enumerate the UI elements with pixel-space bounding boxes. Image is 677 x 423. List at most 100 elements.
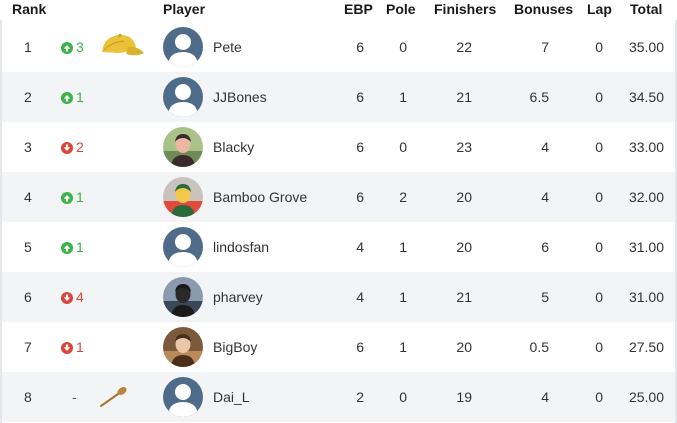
arrow-circle-down-icon [61,139,76,155]
finishers-value: 21 [456,289,472,305]
table-row[interactable]: 1 3 Pete 6 0 22 7 0 35.00 [2,22,675,72]
header-finishers[interactable]: Finishers [434,1,497,17]
pole-value: 0 [399,389,407,405]
rank-change: 1 [61,72,84,122]
header-bonuses[interactable]: Bonuses [514,1,574,17]
rank-change-value: 1 [76,239,84,255]
ebp-value: 6 [356,189,364,205]
total-value: 25.00 [628,389,664,405]
bonuses-value: 6.5 [529,89,549,105]
table-row[interactable]: 8 - Dai_L 2 0 19 4 0 25.00 [2,372,675,422]
finishers-value: 20 [456,239,472,255]
header-total[interactable]: Total [630,1,663,17]
rank-value: 6 [24,289,32,305]
ebp-value: 6 [356,89,364,105]
arrow-circle-up-icon [61,89,76,105]
rank-change-value: 1 [76,89,84,105]
finishers-value: 23 [456,139,472,155]
ebp-value: 6 [356,339,364,355]
rank-value: 4 [24,189,32,205]
arrow-circle-down-icon [61,339,76,355]
table-right-border [675,20,677,423]
rank-change: 3 [61,22,84,72]
rank-value: 7 [24,339,32,355]
player-photo-avatar[interactable] [163,177,203,217]
total-value: 31.00 [628,239,664,255]
player-name[interactable]: Dai_L [213,389,250,405]
bonuses-value: 4 [541,139,549,155]
yellow-cap-icon [98,32,146,65]
lap-value: 0 [595,389,603,405]
pole-value: 2 [399,189,407,205]
bonuses-value: 0.5 [529,339,549,355]
rank-change-value: 2 [76,139,84,155]
bonuses-value: 4 [541,389,549,405]
rank-change-value: 4 [76,289,84,305]
player-name[interactable]: JJBones [213,89,267,105]
total-value: 31.00 [628,289,664,305]
header-rank[interactable]: Rank [12,1,47,17]
table-row[interactable]: 5 1 lindosfan 4 1 20 6 0 31.00 [2,222,675,272]
pole-value: 1 [399,339,407,355]
table-row[interactable]: 4 1 Bamboo Grove 6 2 20 4 0 32.00 [2,172,675,222]
player-name[interactable]: pharvey [213,289,263,305]
table-row[interactable]: 7 1 BigBoy 6 1 20 0.5 0 27.50 [2,322,675,372]
lap-value: 0 [595,189,603,205]
lap-value: 0 [595,339,603,355]
rank-change-value: 3 [76,39,84,55]
default-user-avatar-icon[interactable] [163,377,203,417]
pole-value: 0 [399,139,407,155]
default-user-avatar-icon[interactable] [163,77,203,117]
rank-value: 1 [24,39,32,55]
pole-value: 1 [399,89,407,105]
rank-change: 1 [61,172,84,222]
lap-value: 0 [595,139,603,155]
finishers-value: 22 [456,39,472,55]
bonuses-value: 4 [541,189,549,205]
player-name[interactable]: lindosfan [213,239,270,255]
header-player[interactable]: Player [163,1,206,17]
ebp-value: 2 [356,389,364,405]
finishers-value: 21 [456,89,472,105]
player-name[interactable]: BigBoy [213,339,258,355]
total-value: 27.50 [628,339,664,355]
total-value: 32.00 [628,189,664,205]
bonuses-value: 5 [541,289,549,305]
bonuses-value: 6 [541,239,549,255]
ebp-value: 4 [356,239,364,255]
player-name[interactable]: Bamboo Grove [213,189,308,205]
table-left-border [0,20,2,423]
arrow-circle-up-icon [61,189,76,205]
player-photo-avatar[interactable] [163,127,203,167]
arrow-circle-up-icon [61,39,76,55]
table-row[interactable]: 3 2 Blacky 6 0 23 4 0 33.00 [2,122,675,172]
pole-value: 0 [399,39,407,55]
rank-value: 2 [24,89,32,105]
finishers-value: 19 [456,389,472,405]
table-row[interactable]: 6 4 pharvey 4 1 21 5 0 31.00 [2,272,675,322]
header-pole[interactable]: Pole [386,1,416,17]
arrow-circle-down-icon [61,289,76,305]
rank-value: 5 [24,239,32,255]
header-ebp[interactable]: EBP [344,1,373,17]
table-row[interactable]: 2 1 JJBones 6 1 21 6.5 0 34.50 [2,72,675,122]
default-user-avatar-icon[interactable] [163,227,203,267]
player-photo-avatar[interactable] [163,277,203,317]
finishers-value: 20 [456,189,472,205]
header-lap[interactable]: Lap [587,1,612,17]
rank-change: 1 [61,222,84,272]
arrow-circle-up-icon [61,239,76,255]
ebp-value: 6 [356,39,364,55]
rank-change: - [72,372,77,422]
bonuses-value: 7 [541,39,549,55]
player-photo-avatar[interactable] [163,327,203,367]
player-name[interactable]: Blacky [213,139,255,155]
default-user-avatar-icon[interactable] [163,27,203,67]
ebp-value: 6 [356,139,364,155]
total-value: 33.00 [628,139,664,155]
lap-value: 0 [595,89,603,105]
lap-value: 0 [595,39,603,55]
pole-value: 1 [399,289,407,305]
player-name[interactable]: Pete [213,39,242,55]
